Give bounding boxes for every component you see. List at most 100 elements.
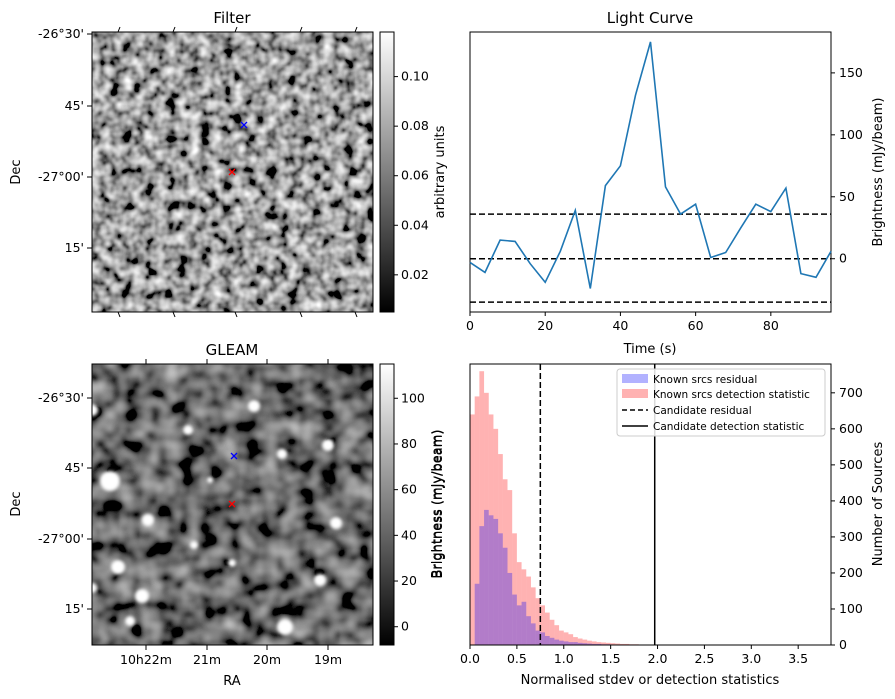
histogram-bar-detection <box>535 598 541 645</box>
gleam-ytick-label: 15' <box>65 601 84 616</box>
filter-ytick-label: -26°30' <box>38 26 84 41</box>
histogram-bar-residual <box>474 583 480 645</box>
filter-ylabel: Dec <box>9 159 24 184</box>
filter-bottom-tick <box>117 311 121 318</box>
histogram-bar-residual <box>540 632 546 645</box>
histogram-bar-residual <box>526 616 531 645</box>
gleam-colorbar-label: Brightness (mJy/beam) <box>430 430 445 579</box>
filter-panel: Filter Dec -26°30' 45' -27°00' 15' 0.02 0.04… <box>9 9 448 318</box>
filter-bottom-tick <box>299 311 303 318</box>
filter-title: Filter <box>213 9 251 27</box>
histogram-bar-residual <box>587 643 592 645</box>
histogram-bar-residual <box>554 639 560 645</box>
histogram-bar-detection <box>507 490 513 645</box>
lightcurve-xtick-label: 20 <box>537 318 553 333</box>
histogram-bar-detection <box>573 637 578 645</box>
histogram-bar-detection <box>577 638 583 645</box>
histogram-bar-residual <box>559 640 564 645</box>
histogram-bar-detection <box>624 643 630 645</box>
gleam-xtick-label: 20m <box>253 652 281 667</box>
gleam-source <box>183 425 193 435</box>
histogram-xlabel: Normalised stdev or detection statistics <box>521 673 780 688</box>
histogram-legend: Known srcs residual Known srcs detection… <box>616 368 826 437</box>
histogram-ytick-label: 600 <box>839 421 863 436</box>
filter-colorbar <box>379 31 395 313</box>
histogram-bar-residual <box>516 605 522 645</box>
histogram-ytick-label: 200 <box>839 565 863 580</box>
histogram-panel: 0.0 0.5 1.0 1.5 2.0 2.5 3.0 3.5 0 100 200 300 400 50… <box>431 363 886 688</box>
histogram-bar-residual <box>521 601 527 645</box>
gleam-xtick-label: 21m <box>193 652 221 667</box>
histogram-ytick-label: 100 <box>839 601 863 616</box>
lightcurve-xlabel: Time (s) <box>623 342 677 357</box>
filter-top-tick <box>234 26 238 33</box>
histogram-bar-detection <box>545 612 550 645</box>
histogram-bar-residual <box>488 515 494 645</box>
histogram-bar-detection <box>526 576 531 645</box>
gleam-xticks: 10h22m 21m 20m 19m <box>120 359 342 667</box>
gleam-colorbar-ticks: 0 20 40 60 80 100 <box>394 390 425 634</box>
lightcurve-title: Light Curve <box>607 9 693 27</box>
gleam-ylabel: Dec <box>9 491 24 516</box>
lightcurve-yticks: 0 50 100 150 <box>831 65 863 266</box>
filter-colorbar-ticks: 0.02 0.04 0.06 0.08 0.10 <box>394 69 429 282</box>
filter-ytick-label: 45' <box>65 98 84 113</box>
gleam-source <box>228 559 236 567</box>
lightcurve-xtick-label: 80 <box>763 318 779 333</box>
histogram-bar-residual <box>563 641 569 645</box>
histogram-bar-detection <box>512 533 517 645</box>
histogram-bar-detection <box>610 643 616 645</box>
histogram-bar-residual <box>493 518 499 645</box>
histogram-ytick-label: 0 <box>839 637 847 652</box>
legend-label-residual: Known srcs residual <box>653 374 757 386</box>
histogram-bar-detection <box>479 371 485 645</box>
legend-swatch-detection <box>622 389 648 398</box>
gleam-cb-tick-label: 0 <box>401 619 409 634</box>
legend-label-detection: Known srcs detection statistic <box>653 389 810 401</box>
histogram-bar-detection <box>470 414 475 645</box>
gleam-xtick-label: 19m <box>314 652 342 667</box>
histogram-bar-residual <box>507 572 513 645</box>
filter-bottom-tick <box>354 311 358 318</box>
filter-ytick-label: 15' <box>65 240 84 255</box>
filter-cb-tick-label: 0.08 <box>401 118 429 133</box>
histogram-ytick-label: 300 <box>839 529 863 544</box>
histogram-xtick-label: 2.0 <box>648 651 668 666</box>
histogram-bar-detection <box>615 643 621 645</box>
histogram-xtick-label: 1.0 <box>554 651 574 666</box>
histogram-bar-detection <box>587 640 592 645</box>
legend-swatch-residual <box>622 374 648 383</box>
lightcurve-ytick-label: 150 <box>839 65 863 80</box>
histogram-xtick-label: 3.0 <box>741 651 761 666</box>
histogram-left-label: Brightness (mJy/beam) <box>431 430 446 579</box>
filter-marker-blue <box>240 121 248 129</box>
gleam-source <box>111 560 125 574</box>
histogram-bar-detection <box>559 630 564 645</box>
lightcurve-series-line <box>469 41 832 289</box>
histogram-bar-residual <box>596 643 602 645</box>
gleam-ytick-label: -27°00' <box>38 531 84 546</box>
histogram-bar-detection <box>474 396 480 645</box>
lightcurve-frame <box>469 31 832 313</box>
histogram-bar-residual <box>591 643 597 645</box>
gleam-source <box>277 449 287 459</box>
histogram-bar-residual <box>573 642 578 645</box>
gleam-source <box>142 514 154 526</box>
histogram-ytick-label: 700 <box>839 385 863 400</box>
filter-colorbar-label: arbitrary units <box>433 125 448 218</box>
gleam-source <box>207 477 213 483</box>
gleam-cb-tick-label: 80 <box>401 436 417 451</box>
lightcurve-hlines <box>469 41 832 303</box>
histogram-bar-detection <box>596 642 602 645</box>
filter-bottom-tick <box>234 311 238 318</box>
histogram-bars <box>470 371 649 645</box>
lightcurve-xtick-label: 60 <box>688 318 704 333</box>
filter-cb-tick-label: 0.04 <box>401 217 429 232</box>
histogram-bar-detection <box>563 632 569 645</box>
histogram-bar-residual <box>568 642 574 645</box>
gleam-frame <box>91 363 374 646</box>
gleam-yticks: -26°30' 45' -27°00' 15' <box>38 390 92 616</box>
histogram-xtick-label: 0.0 <box>460 651 480 666</box>
gleam-source <box>102 473 118 489</box>
